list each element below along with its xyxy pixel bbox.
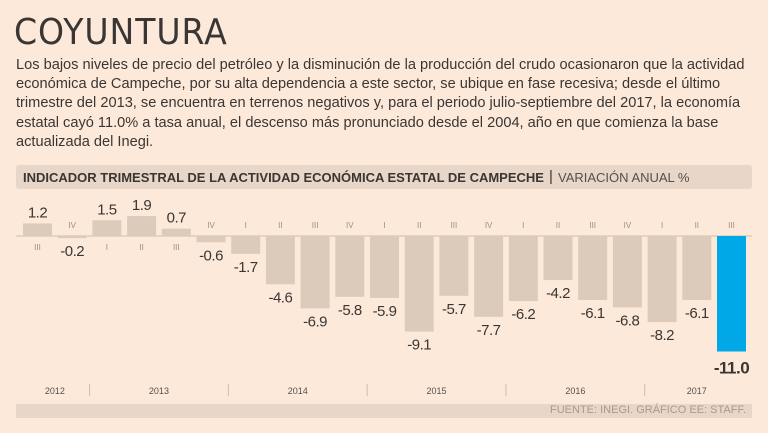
bar	[161, 228, 191, 236]
chart-subtitle: VARIACIÓN ANUAL %	[558, 170, 690, 185]
bar	[474, 236, 504, 317]
bar	[508, 236, 538, 302]
value-label: -11.0	[714, 359, 749, 378]
bar	[335, 236, 365, 297]
chart-title-bar: INDICADOR TRIMESTRAL DE LA ACTIVIDAD ECO…	[16, 165, 752, 189]
year-label: 2016	[565, 386, 585, 396]
bar	[647, 236, 677, 323]
bar	[300, 236, 330, 309]
bar	[265, 236, 295, 285]
quarter-label: I	[245, 221, 247, 230]
footer-band: FUENTE: INEGI. GRÁFICO EE: STAFF.	[16, 404, 752, 418]
quarter-label: IV	[346, 221, 354, 230]
value-label: -9.1	[407, 337, 431, 354]
value-label: -4.2	[546, 285, 570, 302]
bar	[439, 236, 469, 296]
quarter-label: III	[728, 221, 735, 230]
quarter-label: III	[34, 243, 41, 252]
bar	[196, 236, 226, 243]
headline: COYUNTURA	[14, 12, 228, 53]
bar	[57, 236, 87, 239]
source-credit: FUENTE: INEGI. GRÁFICO EE: STAFF.	[550, 404, 746, 416]
quarter-label: I	[106, 243, 108, 252]
bar	[543, 236, 573, 281]
value-label: -6.2	[511, 306, 535, 323]
value-label: 1.2	[28, 204, 48, 221]
value-label: -0.2	[60, 243, 84, 260]
bar	[92, 220, 122, 236]
value-label: 1.5	[97, 201, 117, 218]
bar	[717, 236, 746, 352]
year-label: 2015	[427, 386, 447, 396]
quarter-label: II	[695, 221, 699, 230]
value-label: -0.6	[199, 247, 223, 264]
quarter-label: III	[173, 243, 180, 252]
title-separator: |	[549, 168, 553, 185]
bar	[23, 223, 52, 236]
quarter-label: III	[312, 221, 319, 230]
quarter-label: IV	[624, 221, 632, 230]
value-label: -5.8	[338, 302, 362, 319]
value-label: -5.9	[373, 303, 397, 320]
quarter-label: IV	[207, 221, 215, 230]
quarter-label: II	[278, 221, 282, 230]
bar	[578, 236, 608, 301]
value-label: -6.9	[303, 313, 327, 330]
value-label: -6.1	[581, 305, 605, 322]
quarter-label: IV	[485, 221, 493, 230]
chart-title: INDICADOR TRIMESTRAL DE LA ACTIVIDAD ECO…	[23, 170, 544, 185]
quarter-label: III	[589, 221, 596, 230]
value-label: -4.6	[268, 289, 292, 306]
value-label: 0.7	[167, 210, 187, 227]
quarter-label: I	[383, 221, 385, 230]
value-label: -8.2	[650, 327, 674, 344]
bar	[370, 236, 399, 298]
value-label: 1.9	[132, 197, 152, 214]
quarter-label: II	[556, 221, 560, 230]
bar	[231, 236, 261, 254]
year-label: 2014	[288, 386, 308, 396]
year-label: 2017	[687, 386, 707, 396]
bar	[612, 236, 642, 308]
quarter-label: I	[522, 221, 524, 230]
year-label: 2013	[149, 386, 169, 396]
quarter-label: I	[661, 221, 663, 230]
quarter-label: II	[417, 221, 421, 230]
quarter-label: II	[139, 243, 143, 252]
value-label: -7.7	[477, 322, 501, 339]
quarter-label: III	[451, 221, 458, 230]
lede-paragraph: Los bajos niveles de precio del petróleo…	[16, 57, 745, 150]
value-label: -6.1	[685, 305, 709, 322]
quarter-label: IV	[68, 221, 76, 230]
bar	[127, 216, 157, 236]
year-label: 2012	[45, 386, 65, 396]
bar	[682, 236, 712, 301]
bar	[404, 236, 434, 332]
value-label: -1.7	[234, 259, 258, 276]
value-label: -6.8	[615, 312, 639, 329]
value-label: -5.7	[442, 301, 466, 318]
